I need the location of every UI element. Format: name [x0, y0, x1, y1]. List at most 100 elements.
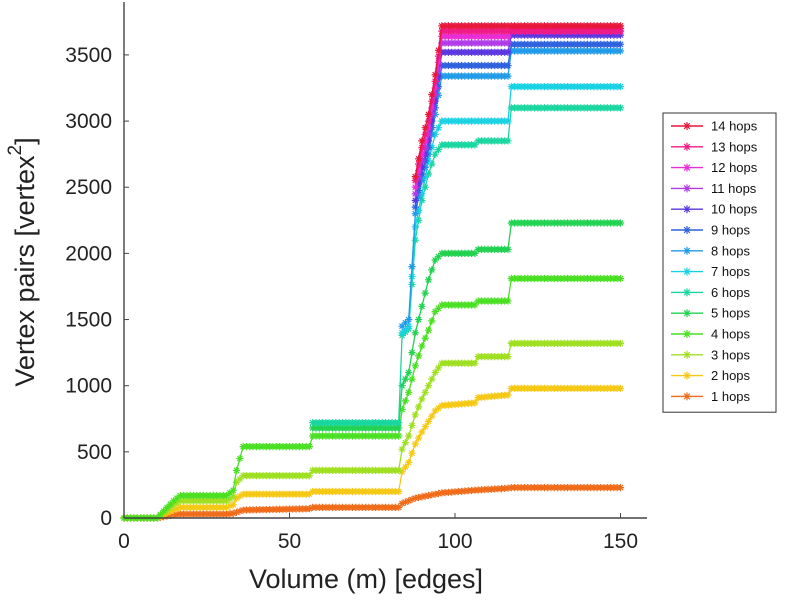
data-point	[398, 445, 406, 453]
legend-label: 10 hops	[711, 202, 758, 217]
data-point	[163, 503, 171, 511]
legend-marker	[683, 371, 691, 380]
data-point	[431, 77, 439, 85]
data-point	[411, 236, 419, 244]
data-point	[616, 31, 625, 39]
data-point	[405, 315, 413, 324]
y-tick-label: 1500	[65, 309, 112, 332]
data-point	[616, 104, 625, 112]
data-point	[226, 495, 234, 503]
data-point	[504, 245, 512, 253]
legend-marker	[683, 226, 691, 234]
legend-label: 14 hops	[711, 119, 758, 134]
y-tick-label: 1000	[65, 375, 112, 398]
data-point	[434, 73, 443, 81]
data-point	[401, 397, 409, 405]
data-point	[418, 170, 426, 178]
data-point	[173, 505, 181, 513]
data-point	[421, 173, 429, 181]
legend-label: 4 hops	[711, 327, 751, 342]
data-point	[415, 434, 423, 442]
y-axis-label: Vertex pairs [vertex2]	[5, 137, 40, 386]
data-point	[405, 497, 413, 505]
data-point	[428, 317, 436, 325]
data-point	[398, 322, 406, 330]
y-axis-label-main: Vertex pairs [vertex	[10, 155, 40, 387]
data-point	[504, 48, 512, 56]
data-point	[424, 491, 433, 500]
data-point	[424, 170, 433, 178]
data-point	[428, 412, 436, 420]
data-point	[160, 507, 168, 515]
series-10-hops	[411, 31, 625, 205]
data-point	[411, 173, 419, 181]
data-point	[418, 150, 426, 158]
data-point	[411, 190, 419, 198]
data-point	[401, 498, 409, 506]
data-point	[616, 339, 625, 347]
y-tick-label: 3500	[65, 44, 112, 67]
data-point	[415, 403, 423, 411]
data-point	[421, 492, 429, 500]
data-point	[428, 375, 436, 383]
data-point	[504, 297, 512, 305]
data-point	[173, 494, 181, 502]
data-point	[418, 302, 426, 310]
data-point	[421, 183, 429, 191]
x-tick-label: 0	[118, 530, 130, 553]
data-point	[504, 391, 512, 399]
data-point	[424, 382, 433, 390]
data-point	[170, 501, 178, 509]
legend-label: 1 hops	[711, 389, 751, 404]
data-point	[431, 84, 439, 92]
data-point	[434, 83, 443, 91]
data-point	[411, 411, 419, 419]
legend-entry: 11 hops	[671, 181, 757, 196]
data-point	[431, 150, 439, 158]
data-point	[421, 289, 429, 297]
data-point	[418, 395, 426, 403]
data-point	[418, 196, 426, 205]
legend-label: 6 hops	[711, 285, 751, 300]
legend-entry: 3 hops	[671, 347, 751, 362]
data-point	[223, 503, 231, 511]
data-point	[411, 177, 419, 185]
data-point	[616, 27, 625, 35]
data-point	[471, 359, 479, 367]
data-point	[229, 493, 237, 501]
data-point	[415, 180, 423, 188]
data-point	[418, 143, 426, 152]
data-point	[504, 353, 512, 361]
data-point	[395, 466, 403, 474]
data-point	[428, 266, 436, 274]
y-tick-label: 2500	[65, 176, 112, 199]
data-point	[411, 223, 419, 231]
data-point	[395, 487, 403, 496]
data-point	[434, 65, 443, 73]
legend-entry: 9 hops	[671, 223, 751, 238]
data-point	[232, 478, 241, 486]
data-point	[616, 274, 625, 283]
data-point	[229, 501, 237, 509]
data-point	[408, 375, 416, 383]
legend-label: 12 hops	[711, 160, 758, 175]
data-point	[434, 124, 443, 132]
x-tick-label: 150	[603, 530, 638, 553]
data-point	[408, 349, 416, 357]
data-point	[411, 210, 419, 218]
data-point	[616, 384, 625, 392]
data-point	[504, 39, 512, 47]
data-point	[428, 104, 436, 112]
data-point	[415, 160, 423, 168]
data-point	[616, 40, 625, 48]
legend-entry: 13 hops	[671, 139, 758, 154]
series-13-hops	[411, 27, 625, 185]
data-point	[405, 432, 413, 440]
data-point	[431, 71, 439, 79]
data-point	[431, 368, 439, 377]
legend-marker	[683, 288, 691, 297]
data-point	[305, 443, 313, 451]
data-point	[408, 449, 416, 457]
data-point	[431, 256, 439, 264]
